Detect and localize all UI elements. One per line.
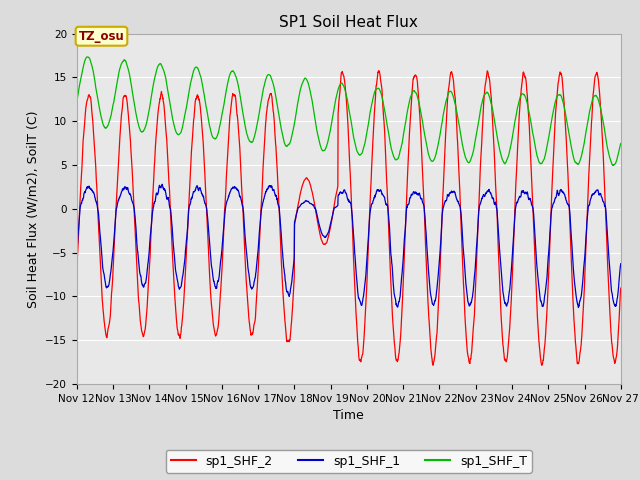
- sp1_SHF_2: [508, 299, 515, 305]
- sp1_SHF_2: [225, 137, 232, 143]
- sp1_SHF_1: [365, 231, 372, 237]
- sp1_SHF_2: [375, 68, 383, 73]
- Line: sp1_SHF_1: sp1_SHF_1: [77, 184, 621, 308]
- Title: SP1 Soil Heat Flux: SP1 Soil Heat Flux: [280, 15, 418, 30]
- sp1_SHF_1: [584, 204, 592, 210]
- sp1_SHF_T: [376, 89, 384, 95]
- sp1_SHF_T: [584, 118, 592, 123]
- sp1_SHF_2: [584, 184, 592, 190]
- sp1_SHF_1: [575, 305, 582, 311]
- sp1_SHF_2: [429, 362, 437, 368]
- sp1_SHF_T: [225, 76, 232, 82]
- sp1_SHF_2: [617, 285, 625, 291]
- sp1_SHF_T: [365, 120, 372, 126]
- sp1_SHF_1: [569, 260, 577, 265]
- sp1_SHF_T: [73, 96, 81, 102]
- sp1_SHF_T: [84, 54, 92, 60]
- sp1_SHF_1: [158, 181, 166, 187]
- sp1_SHF_T: [617, 141, 625, 146]
- sp1_SHF_2: [376, 76, 384, 82]
- sp1_SHF_1: [376, 188, 384, 193]
- Line: sp1_SHF_2: sp1_SHF_2: [77, 71, 621, 365]
- sp1_SHF_2: [570, 302, 577, 308]
- sp1_SHF_2: [365, 242, 372, 248]
- sp1_SHF_1: [225, 194, 232, 200]
- sp1_SHF_2: [73, 261, 81, 267]
- sp1_SHF_T: [569, 152, 577, 157]
- sp1_SHF_T: [507, 142, 515, 148]
- sp1_SHF_1: [73, 247, 81, 252]
- Text: TZ_osu: TZ_osu: [79, 30, 124, 43]
- Line: sp1_SHF_T: sp1_SHF_T: [77, 57, 621, 166]
- Legend: sp1_SHF_2, sp1_SHF_1, sp1_SHF_T: sp1_SHF_2, sp1_SHF_1, sp1_SHF_T: [166, 450, 532, 473]
- X-axis label: Time: Time: [333, 409, 364, 422]
- sp1_SHF_1: [507, 272, 515, 277]
- sp1_SHF_1: [617, 261, 625, 266]
- sp1_SHF_T: [609, 163, 617, 168]
- Y-axis label: Soil Heat Flux (W/m2), SoilT (C): Soil Heat Flux (W/m2), SoilT (C): [26, 110, 40, 308]
